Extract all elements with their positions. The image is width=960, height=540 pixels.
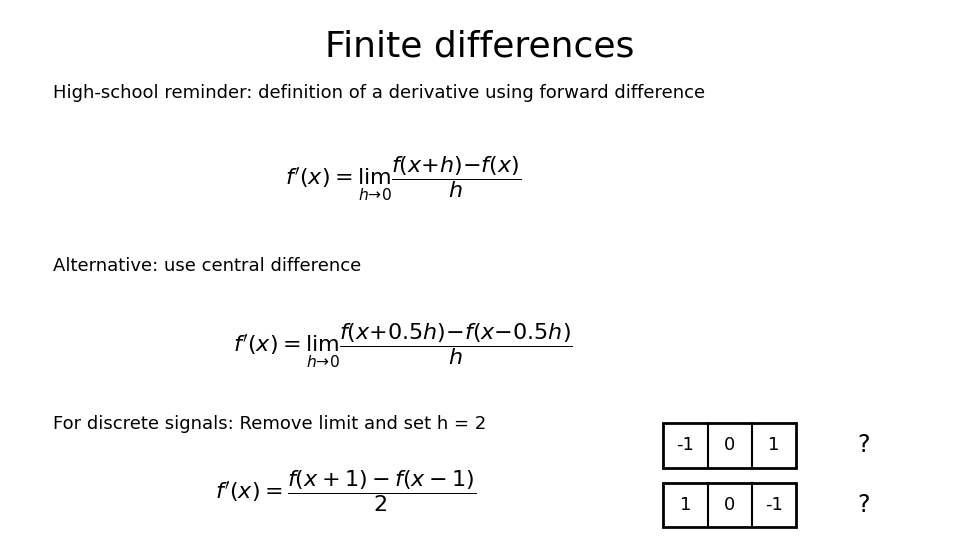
Text: 0: 0 xyxy=(724,496,735,514)
Bar xyxy=(663,483,796,527)
Text: 0: 0 xyxy=(724,436,735,455)
Text: For discrete signals: Remove limit and set h = 2: For discrete signals: Remove limit and s… xyxy=(53,415,486,433)
Text: -1: -1 xyxy=(765,496,782,514)
Text: -1: -1 xyxy=(677,436,694,455)
Text: $f'(x) = \lim_{h\to 0} \dfrac{f(x + 0.5h) - f(x - 0.5h)}{h}$: $f'(x) = \lim_{h\to 0} \dfrac{f(x + 0.5h… xyxy=(233,321,573,370)
Text: ?: ? xyxy=(857,493,871,517)
Text: $f'(x) = \lim_{h\to 0} \dfrac{f(x + h) - f(x)}{h}$: $f'(x) = \lim_{h\to 0} \dfrac{f(x + h) -… xyxy=(285,155,521,204)
Text: 1: 1 xyxy=(768,436,780,455)
Text: Alternative: use central difference: Alternative: use central difference xyxy=(53,256,361,275)
Text: 1: 1 xyxy=(680,496,691,514)
Text: ?: ? xyxy=(857,434,871,457)
Text: $f'(x) = \dfrac{f(x + 1) - f(x - 1)}{2}$: $f'(x) = \dfrac{f(x + 1) - f(x - 1)}{2}$ xyxy=(215,468,476,515)
Text: Finite differences: Finite differences xyxy=(325,30,635,64)
Text: High-school reminder: definition of a derivative using forward difference: High-school reminder: definition of a de… xyxy=(53,84,705,102)
Bar xyxy=(663,423,796,468)
